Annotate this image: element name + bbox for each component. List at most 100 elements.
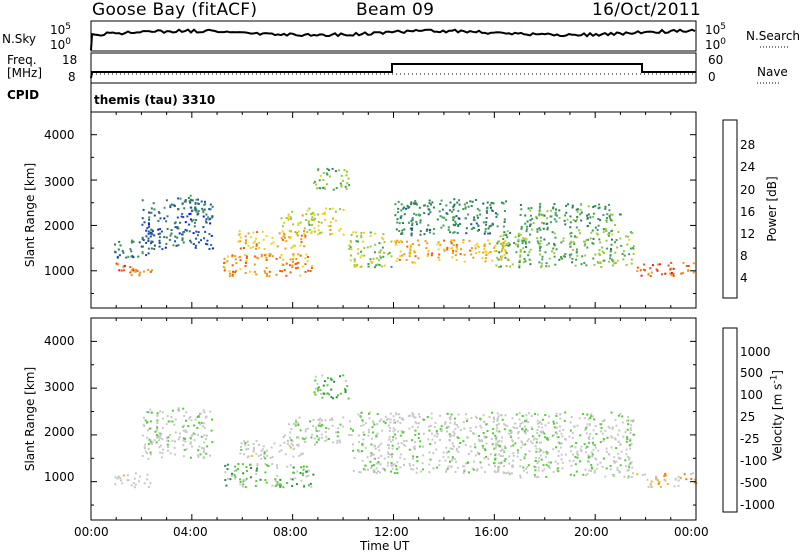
data-cell <box>326 384 329 387</box>
data-cell <box>231 472 233 475</box>
data-cell <box>409 248 412 251</box>
data-cell <box>362 438 365 441</box>
data-cell <box>116 262 119 265</box>
data-cell <box>455 424 458 426</box>
data-cell <box>658 481 661 483</box>
data-cell <box>591 467 593 470</box>
data-cell <box>670 261 673 264</box>
data-cell <box>322 384 325 387</box>
data-cell <box>455 245 458 248</box>
data-cell <box>372 453 375 456</box>
data-cell <box>402 443 405 446</box>
data-cell <box>494 245 497 247</box>
data-cell <box>417 257 420 260</box>
data-cell <box>166 449 169 452</box>
data-cell <box>232 270 234 273</box>
data-cell <box>419 440 422 443</box>
data-cell <box>560 432 563 435</box>
data-cell <box>156 414 159 417</box>
data-cell <box>400 215 403 217</box>
data-cell <box>627 475 630 478</box>
data-cell <box>560 442 563 445</box>
data-cell <box>524 443 527 446</box>
data-cell <box>421 468 424 471</box>
data-cell <box>119 477 122 480</box>
data-cell <box>329 418 332 421</box>
data-cell <box>372 431 374 434</box>
data-cell <box>412 413 415 416</box>
data-cell <box>185 448 188 451</box>
data-cell <box>349 240 352 243</box>
data-cell <box>255 439 258 442</box>
data-cell <box>182 231 185 234</box>
data-cell <box>564 453 567 456</box>
vel-cbar-tick-25: 25 <box>740 410 756 424</box>
data-cell <box>551 250 553 253</box>
data-cell <box>478 228 480 231</box>
data-cell <box>166 228 169 230</box>
data-cell <box>133 477 136 480</box>
power-ytick-2000: 2000 <box>44 219 75 233</box>
data-cell <box>519 250 522 253</box>
data-cell <box>541 255 544 258</box>
data-cell <box>428 425 431 428</box>
data-cell <box>244 272 247 274</box>
data-cell <box>276 466 279 469</box>
data-cell <box>395 465 398 468</box>
data-cell <box>415 220 418 223</box>
data-cell <box>149 235 152 238</box>
vel-ytick-4000: 4000 <box>44 334 75 348</box>
data-cell <box>338 169 341 172</box>
data-cell <box>451 457 454 460</box>
data-cell <box>159 444 162 447</box>
data-cell <box>243 440 246 443</box>
data-cell <box>584 243 587 246</box>
data-cell <box>134 270 137 273</box>
data-cell <box>592 237 595 240</box>
data-cell <box>583 262 586 264</box>
data-cell <box>410 232 413 235</box>
vel-cbar-tick-500: 500 <box>740 366 763 380</box>
data-cell <box>453 421 456 424</box>
data-cell <box>606 436 609 439</box>
data-cell <box>536 230 539 233</box>
data-cell <box>184 199 187 201</box>
data-cell <box>502 202 505 205</box>
data-cell <box>289 229 292 232</box>
data-cell <box>463 203 466 206</box>
data-cell <box>439 428 442 430</box>
data-cell <box>333 380 335 383</box>
data-cell <box>465 227 468 230</box>
data-cell <box>360 411 363 414</box>
data-cell <box>201 447 203 449</box>
data-cell <box>453 434 455 437</box>
data-cell <box>492 420 495 423</box>
data-cell <box>228 275 231 278</box>
data-cell <box>249 476 252 479</box>
data-cell <box>342 425 345 428</box>
data-cell <box>165 423 168 426</box>
data-cell <box>569 421 572 424</box>
data-cell <box>558 217 561 219</box>
data-cell <box>501 243 504 246</box>
data-cell <box>306 260 309 263</box>
data-cell <box>189 442 192 445</box>
data-cell <box>265 464 268 467</box>
data-cell <box>293 422 295 425</box>
data-cell <box>611 427 614 430</box>
data-cell <box>531 442 534 445</box>
data-cell <box>452 244 455 247</box>
data-cell <box>387 443 389 446</box>
data-cell <box>587 213 590 216</box>
data-cell <box>470 223 473 226</box>
data-cell <box>415 422 418 425</box>
vel-cbar-tick-1000: 1000 <box>740 345 771 359</box>
data-cell <box>455 243 458 246</box>
data-cell <box>598 252 601 255</box>
data-cell <box>197 212 200 215</box>
data-cell <box>336 439 339 442</box>
data-cell <box>203 441 206 444</box>
data-cell <box>377 456 380 459</box>
data-cell <box>331 167 334 170</box>
data-cell <box>455 222 457 225</box>
